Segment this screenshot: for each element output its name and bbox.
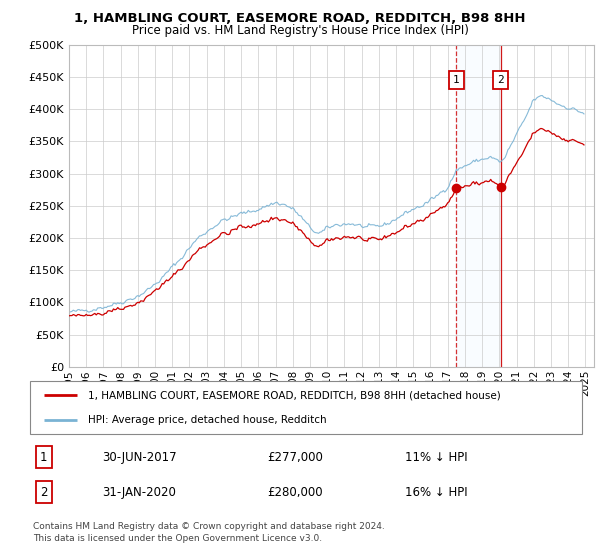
FancyBboxPatch shape bbox=[30, 381, 582, 434]
Text: 1: 1 bbox=[40, 451, 47, 464]
Text: 30-JUN-2017: 30-JUN-2017 bbox=[102, 451, 176, 464]
Text: 2: 2 bbox=[40, 486, 47, 498]
Text: HPI: Average price, detached house, Redditch: HPI: Average price, detached house, Redd… bbox=[88, 414, 326, 424]
Text: Price paid vs. HM Land Registry's House Price Index (HPI): Price paid vs. HM Land Registry's House … bbox=[131, 24, 469, 36]
Text: 2: 2 bbox=[497, 75, 504, 85]
Text: 31-JAN-2020: 31-JAN-2020 bbox=[102, 486, 176, 498]
Text: £280,000: £280,000 bbox=[268, 486, 323, 498]
Text: 1, HAMBLING COURT, EASEMORE ROAD, REDDITCH, B98 8HH: 1, HAMBLING COURT, EASEMORE ROAD, REDDIT… bbox=[74, 12, 526, 25]
Text: 11% ↓ HPI: 11% ↓ HPI bbox=[406, 451, 468, 464]
Text: Contains HM Land Registry data © Crown copyright and database right 2024.
This d: Contains HM Land Registry data © Crown c… bbox=[33, 522, 385, 543]
Text: 1: 1 bbox=[453, 75, 460, 85]
Text: £277,000: £277,000 bbox=[268, 451, 323, 464]
Text: 1, HAMBLING COURT, EASEMORE ROAD, REDDITCH, B98 8HH (detached house): 1, HAMBLING COURT, EASEMORE ROAD, REDDIT… bbox=[88, 390, 501, 400]
Text: 16% ↓ HPI: 16% ↓ HPI bbox=[406, 486, 468, 498]
Bar bbox=[456, 45, 501, 367]
